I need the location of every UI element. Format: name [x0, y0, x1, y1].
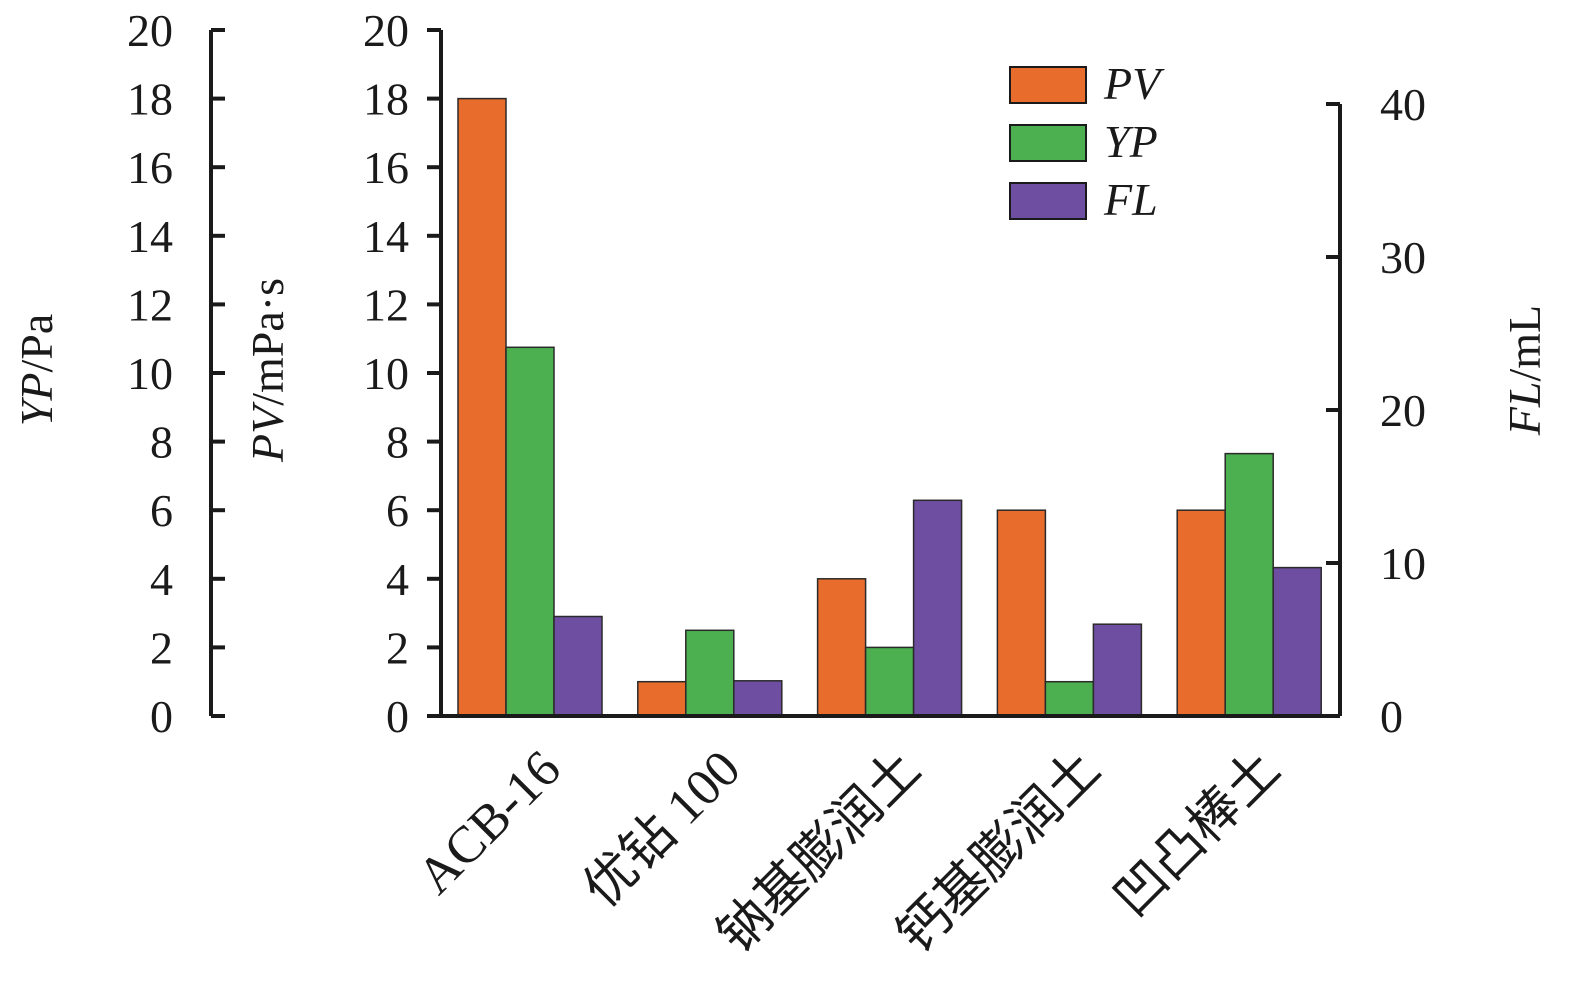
pv-tick-label: 2: [386, 622, 409, 673]
pv-axis-title-unit: /mPa·s: [242, 278, 293, 406]
pv-tick-label: 16: [363, 142, 409, 193]
fl-tick-label: 30: [1380, 232, 1426, 283]
fl-tick-label: 10: [1380, 538, 1426, 589]
yp-tick-label: 16: [127, 142, 173, 193]
pv-tick-label: 8: [386, 417, 409, 468]
yp-tick-label: 18: [127, 74, 173, 125]
fl-tick-label: 40: [1380, 79, 1426, 130]
bar-fl-4: [1272, 566, 1322, 717]
yp-tick-label: 0: [150, 691, 173, 742]
bar-yp-0: [505, 346, 555, 717]
fl-tick-label: 0: [1380, 691, 1403, 742]
yp-tick-label: 12: [127, 279, 173, 330]
pv-tick-label: 10: [363, 348, 409, 399]
bar-yp-2: [864, 646, 915, 717]
yp-axis-title: YP/Pa: [11, 314, 62, 426]
bar-pv-4: [1176, 509, 1226, 717]
pv-axis-title-italic: PV: [242, 401, 293, 463]
bar-pv-3: [996, 509, 1047, 717]
yp-tick-label: 4: [150, 554, 173, 605]
pv-tick-label: 18: [363, 74, 409, 125]
legend-swatch-fl: [1009, 182, 1087, 220]
pv-tick-label: 4: [386, 554, 409, 605]
category-label-4: 凹凸棒土: [1104, 740, 1291, 927]
category-label-1: 优钻 100: [573, 740, 751, 918]
pv-tick-label: 0: [386, 691, 409, 742]
pv-axis-title: PV/mPa·s: [242, 278, 293, 463]
yp-tick-label: 8: [150, 417, 173, 468]
category-label-0: ACB-16: [407, 740, 572, 905]
fl-axis-title-unit: /mL: [1499, 305, 1550, 382]
yp-tick-label: 6: [150, 485, 173, 536]
fl-axis-title-italic: FL: [1499, 381, 1550, 436]
bar-yp-4: [1224, 452, 1274, 717]
yp-axis-title-unit: /Pa: [11, 314, 62, 373]
yp-tick-label: 2: [150, 622, 173, 673]
pv-axis: 0 2 4 6 8 10 12 14 16 18 20: [363, 5, 443, 742]
bar-fl-2: [912, 499, 963, 717]
bar-yp-3: [1044, 680, 1095, 717]
legend-swatch-yp: [1009, 124, 1087, 162]
bar-yp-1: [685, 629, 735, 717]
legend-label-pv: PV: [1103, 58, 1165, 109]
bar-fl-3: [1092, 623, 1143, 717]
fl-axis: 0 10 20 30 40: [1326, 79, 1426, 742]
yp-tick-label: 20: [127, 5, 173, 56]
legend-label-yp: YP: [1104, 116, 1158, 167]
bar-fl-1: [733, 680, 783, 717]
bar-fl-0: [553, 615, 603, 717]
bar-pv-0: [457, 97, 507, 717]
yp-axis: 0 2 4 6 8 10 12 14 16 18 20: [127, 5, 225, 742]
yp-tick-label: 14: [127, 211, 173, 262]
bar-pv-2: [816, 578, 867, 717]
legend-label-fl: FL: [1103, 174, 1158, 225]
pv-tick-label: 20: [363, 5, 409, 56]
yp-tick-label: 10: [127, 348, 173, 399]
pv-tick-label: 6: [386, 485, 409, 536]
fl-tick-label: 20: [1380, 385, 1426, 436]
yp-axis-title-italic: YP: [11, 373, 62, 427]
bars-group: [457, 97, 1322, 717]
pv-tick-label: 14: [363, 211, 409, 262]
legend-swatch-pv: [1009, 66, 1087, 104]
fl-axis-title: FL/mL: [1499, 305, 1550, 436]
legend: PV YP FL: [1009, 58, 1165, 225]
bar-pv-1: [637, 680, 687, 717]
pv-tick-label: 12: [363, 279, 409, 330]
